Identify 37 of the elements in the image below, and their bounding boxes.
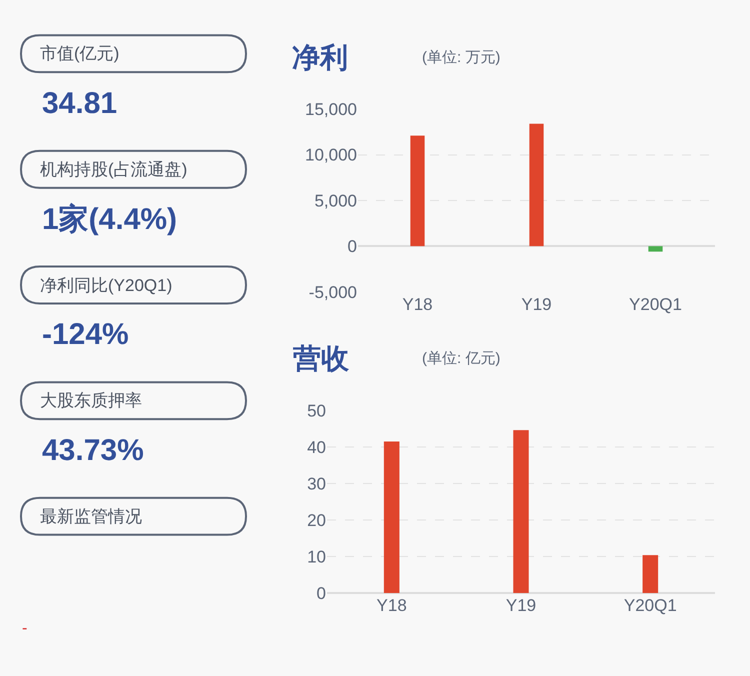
text: 市值(亿元) [40,44,120,63]
text: 机构持股(占流通盘) [40,160,188,179]
text: 43.73% [42,434,144,467]
bar [384,441,400,594]
chart-title: 净利 [292,42,348,73]
chart-title: 营收 [292,343,350,374]
x-tick-label: Y18 [376,596,407,616]
x-tick-label: Y20Q1 [629,294,682,314]
y-tick-label: 0 [316,584,326,604]
bar [410,136,425,246]
y-tick-label: 5,000 [314,191,357,210]
text: 大股东质押率 [40,391,142,410]
y-tick-label: 15,000 [305,100,357,120]
y-tick-label: 40 [307,438,326,457]
bar [642,555,658,594]
text: -124% [42,318,129,351]
bar [529,124,544,246]
y-tick-label: 10,000 [305,146,357,165]
y-tick-label: 30 [307,474,326,494]
y-tick-label: -5,000 [308,282,357,302]
chart-subtitle: (单位: 亿元) [422,350,500,367]
bar [648,246,663,252]
y-tick-label: 0 [348,237,357,256]
bar [513,430,529,594]
y-tick-label: 20 [307,510,326,530]
y-tick-label: 50 [307,401,326,420]
text: 最新监管情况 [40,507,142,526]
x-tick-label: Y18 [402,294,433,314]
y-tick-label: 10 [307,548,326,567]
x-tick-label: Y19 [506,596,536,616]
x-tick-label: Y20Q1 [624,596,677,616]
text: 1家(4.4%) [42,202,178,236]
text: 34.81 [42,87,118,120]
chart-subtitle: (单位: 万元) [422,49,500,66]
x-tick-label: Y19 [521,294,552,314]
text: - [22,620,28,637]
text: 净利同比(Y20Q1) [40,276,172,295]
